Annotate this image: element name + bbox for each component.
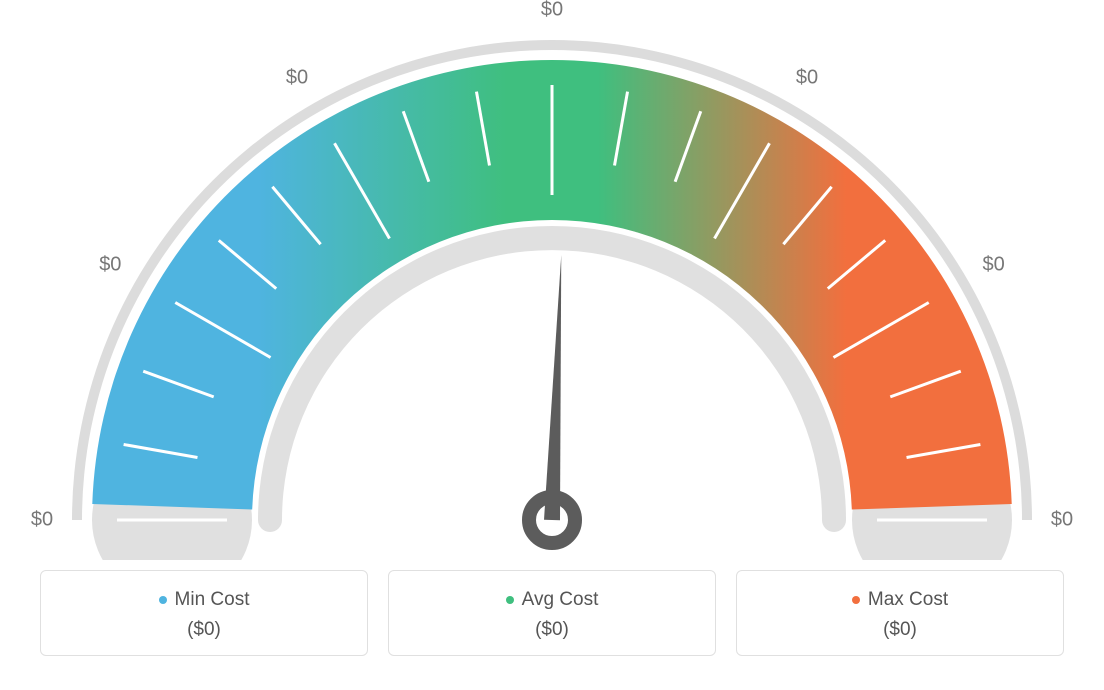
scale-label: $0 [1051,509,1073,532]
min-dot-icon [159,596,167,604]
gauge-chart: $0 $0 $0 $0 $0 $0 $0 [0,0,1104,560]
legend-label-min: Min Cost [175,589,250,611]
scale-label: $0 [31,509,53,532]
legend-row: Min Cost ($0) Avg Cost ($0) Max Cost ($0… [0,570,1104,656]
legend-card-min: Min Cost ($0) [40,570,368,656]
legend-card-max: Max Cost ($0) [736,570,1064,656]
scale-label: $0 [541,0,563,22]
scale-label: $0 [99,254,121,277]
max-dot-icon [852,596,860,604]
legend-card-avg: Avg Cost ($0) [388,570,716,656]
legend-label-avg: Avg Cost [522,589,599,611]
legend-label-max: Max Cost [868,589,948,611]
scale-label: $0 [286,67,308,90]
legend-value-max: ($0) [747,619,1053,641]
scale-label: $0 [983,254,1005,277]
legend-value-avg: ($0) [399,619,705,641]
avg-dot-icon [506,596,514,604]
scale-label: $0 [796,67,818,90]
legend-value-min: ($0) [51,619,357,641]
gauge-svg [0,0,1104,560]
